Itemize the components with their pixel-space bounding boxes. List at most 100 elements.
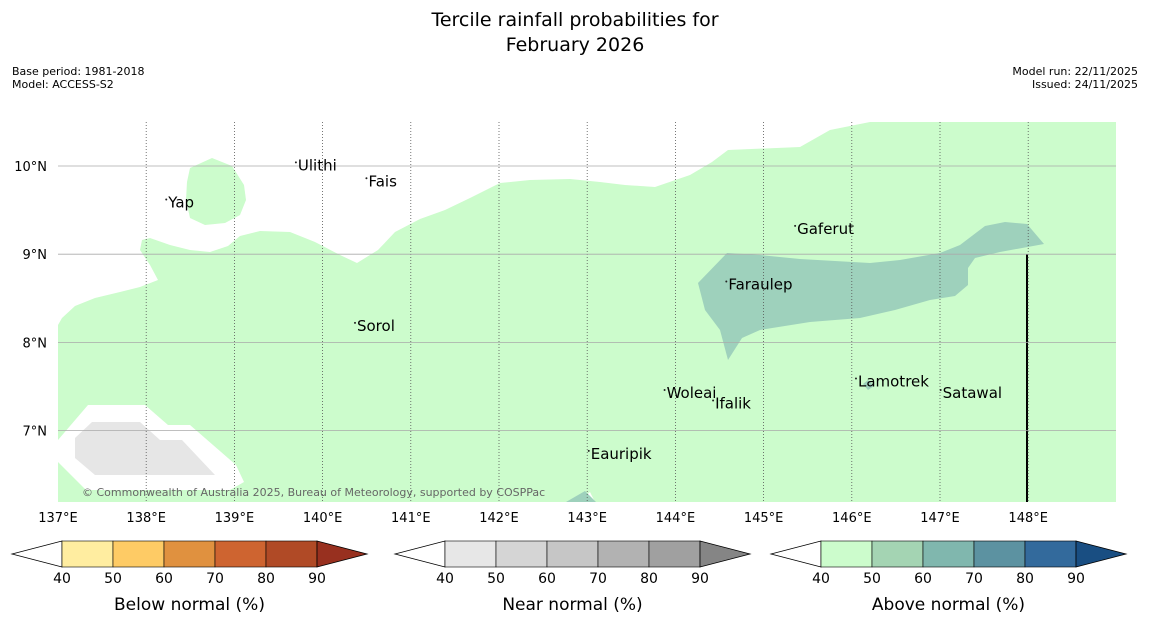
latitude-label: 8°N	[23, 336, 48, 351]
colorbar-title: Above normal (%)	[872, 595, 1025, 615]
issued-date: Issued: 24/11/2025	[1031, 78, 1138, 91]
longitude-label: 148°E	[1008, 511, 1048, 526]
above-normal-60-70-islet	[863, 380, 874, 390]
place-label-ulithi: Ulithi	[298, 156, 337, 174]
longitude-label: 142°E	[479, 511, 519, 526]
place-labels: Yap Ulithi Fais Sorol Gaferut Faraulep WoleaiI…	[165, 156, 1002, 463]
longitude-label: 143°E	[567, 511, 607, 526]
near-normal-50-60-region	[75, 422, 215, 475]
place-label-sorol: Sorol	[357, 317, 395, 335]
longitude-label: 137°E	[38, 511, 78, 526]
place-label-eauripik: Eauripik	[591, 445, 652, 463]
colorbar-segment	[871, 540, 924, 568]
place-label-satawal: Satawal	[943, 384, 1002, 402]
colorbar-high-extension	[316, 540, 369, 568]
colorbar-tick-label: 90	[1067, 571, 1085, 587]
base-period: Base period: 1981-2018	[12, 65, 145, 78]
place-marker	[294, 161, 297, 164]
longitude-label: 145°E	[744, 511, 784, 526]
map-title: Tercile rainfall probabilities for Febru…	[0, 8, 1150, 58]
colorbar-segment	[922, 540, 975, 568]
colorbar-title: Below normal (%)	[114, 595, 265, 615]
colorbar-segment	[973, 540, 1026, 568]
place-marker	[794, 224, 797, 227]
longitude-labels: 137°E 138°E 139°E 140°E 141°E 142°E 143°E 144°E…	[38, 511, 1048, 526]
latitude-label: 9°N	[23, 248, 48, 263]
colorbar-tick-label: 90	[308, 571, 326, 587]
place-marker	[712, 399, 715, 402]
meta-right: Model run: 22/11/2025 Issued: 24/11/2025	[1012, 65, 1138, 91]
longitude-label: 140°E	[303, 511, 343, 526]
colorbar-segment	[163, 540, 216, 568]
above-normal-island-region	[186, 158, 246, 225]
longitude-label: 138°E	[126, 511, 166, 526]
title-line-1: Tercile rainfall probabilities for	[431, 9, 719, 31]
model-run: Model run: 22/11/2025	[1012, 65, 1138, 78]
colorbar-title: Near normal (%)	[502, 595, 642, 615]
place-marker	[165, 198, 168, 201]
colorbar-segment	[1024, 540, 1077, 568]
place-marker	[353, 321, 356, 324]
colorbar-segment	[495, 540, 548, 568]
place-marker	[939, 388, 942, 391]
colorbar-tick-label: 80	[1016, 571, 1034, 587]
longitude-label: 139°E	[215, 511, 255, 526]
longitude-label: 147°E	[920, 511, 960, 526]
colorbar-segment	[265, 540, 318, 568]
colorbar-segment	[214, 540, 267, 568]
place-marker	[365, 177, 368, 180]
above-normal-60-70-south-edge	[566, 491, 596, 502]
latitude-label: 10°N	[14, 160, 47, 175]
colorbar-segment	[444, 540, 497, 568]
place-label-gaferut: Gaferut	[797, 220, 854, 238]
colorbar-low-extension	[10, 540, 63, 568]
colorbar-tick-label: 70	[965, 571, 983, 587]
colorbar-segment	[546, 540, 599, 568]
place-label-yap: Yap	[167, 193, 194, 211]
colorbar-tick-label: 70	[206, 571, 224, 587]
colorbar-segment	[820, 540, 873, 568]
colorbar-tick-label: 50	[487, 571, 505, 587]
colorbar-segment	[112, 540, 165, 568]
colorbar-high-extension	[699, 540, 752, 568]
colorbar-tick-label: 60	[538, 571, 556, 587]
colorbar-tick-label: 90	[691, 571, 709, 587]
colorbar-tick-label: 40	[436, 571, 454, 587]
colorbar-tick-label: 80	[257, 571, 275, 587]
colorbar-2: 40 50 60 70 80 90 Near normal (%)	[393, 540, 752, 615]
place-label-ifalik: Ifalik	[715, 395, 751, 413]
colorbar-low-extension	[393, 540, 446, 568]
longitude-label: 144°E	[656, 511, 696, 526]
place-marker	[725, 280, 728, 283]
colorbar-high-extension	[1075, 540, 1128, 568]
colorbar-tick-label: 40	[53, 571, 71, 587]
place-marker	[587, 449, 590, 452]
place-label-lamotrek: Lamotrek	[858, 373, 929, 391]
longitude-label: 141°E	[391, 511, 431, 526]
longitude-label: 146°E	[832, 511, 872, 526]
colorbar-tick-label: 80	[640, 571, 658, 587]
place-marker	[663, 388, 666, 391]
colorbar-1: 40 50 60 70 80 90 Below normal (%)	[10, 540, 369, 615]
colorbar-tick-label: 50	[863, 571, 881, 587]
place-label-fais: Fais	[368, 172, 397, 190]
colorbar-tick-label: 70	[589, 571, 607, 587]
colorbar-segment	[61, 540, 114, 568]
colorbar-tick-label: 60	[914, 571, 932, 587]
place-marker	[854, 377, 857, 380]
colorbar-3: 40 50 60 70 80 90 Above normal (%)	[769, 540, 1128, 615]
latitude-labels: 10°N 9°N 8°N 7°N	[14, 160, 47, 440]
title-line-2: February 2026	[505, 34, 645, 56]
colorbar-segment	[648, 540, 701, 568]
colorbars: 40 50 60 70 80 90 Below normal (%) 40 50 60 70 80 90…	[10, 540, 1128, 615]
copyright-note: © Commonwealth of Australia 2025, Bureau…	[82, 486, 545, 499]
colorbar-low-extension	[769, 540, 822, 568]
place-label-faraulep: Faraulep	[728, 275, 792, 293]
model-name: Model: ACCESS-S2	[12, 78, 114, 91]
above-normal-60-70-region	[698, 222, 1044, 360]
meta-left: Base period: 1981-2018 Model: ACCESS-S2	[12, 65, 144, 91]
latitude-label: 7°N	[23, 425, 48, 440]
graticule	[58, 122, 1116, 502]
colorbar-tick-label: 60	[155, 571, 173, 587]
